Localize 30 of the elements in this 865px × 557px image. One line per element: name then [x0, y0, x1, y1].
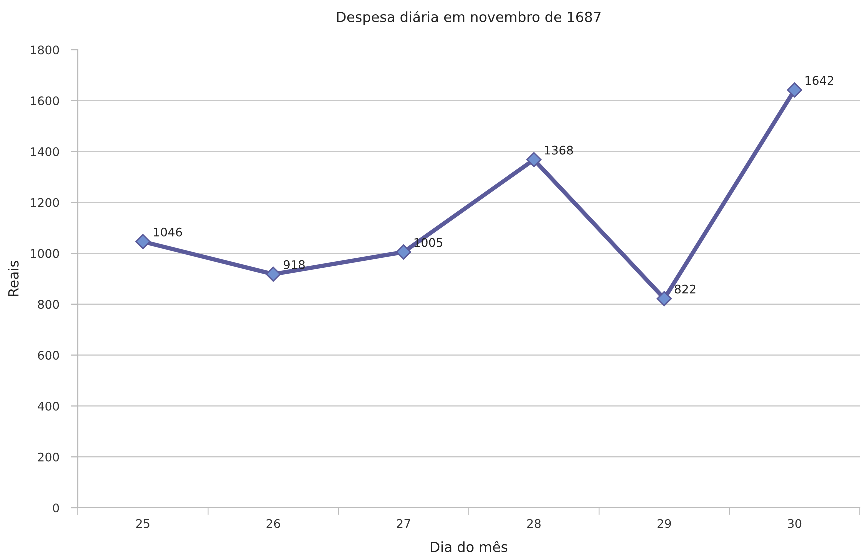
y-axis-title: Reais	[8, 261, 19, 296]
y-tick-label: 1400	[31, 148, 60, 156]
point	[136, 234, 151, 250]
x-tick-label: 28	[528, 519, 541, 528]
y-tick-label: 0	[53, 504, 60, 513]
x-tick-label: 30	[788, 519, 802, 528]
point	[396, 244, 412, 260]
y-tick-label: 200	[38, 452, 60, 462]
y-tick-label: 600	[38, 351, 60, 360]
x-tick-label: 26	[266, 519, 280, 528]
y-tick-label: 1800	[31, 46, 60, 55]
x-tick-label: 25	[136, 519, 150, 528]
y-tick-label: 400	[38, 402, 60, 411]
y-tick-label: 800	[38, 300, 60, 310]
x-tick-label: 27	[397, 519, 410, 528]
point	[656, 291, 672, 306]
data-label: 1642	[806, 76, 834, 86]
point	[526, 152, 542, 168]
y-tick-label: 1600	[31, 96, 60, 106]
data-label: 918	[284, 260, 305, 270]
point	[787, 82, 802, 98]
data-label: 1368	[545, 146, 574, 155]
data-label: 1046	[154, 228, 182, 237]
y-tick-label: 1200	[31, 198, 60, 208]
point	[266, 266, 282, 282]
y-tick-label: 1000	[31, 249, 60, 258]
data-label: 822	[675, 284, 696, 294]
x-tick-label: 29	[658, 519, 672, 528]
x-axis-title: Dia do mês	[431, 541, 508, 552]
chart-title: Despesa diária em novembro de 1687	[337, 11, 601, 26]
